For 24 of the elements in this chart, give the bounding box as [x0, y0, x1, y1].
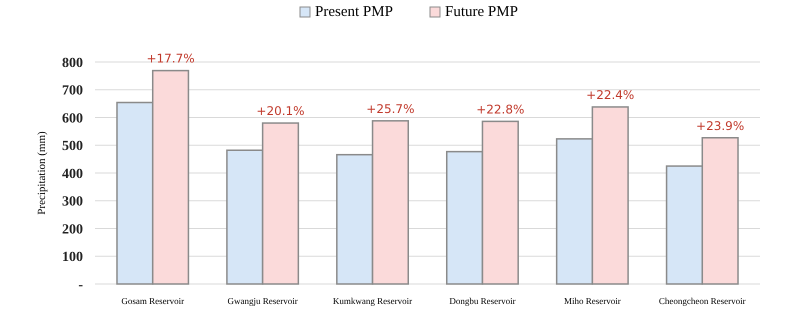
y-tick-label: 500: [62, 139, 83, 154]
x-tick-label: Gosam Reservoir: [121, 296, 184, 306]
annotation: +25.7%: [366, 102, 414, 116]
annotation: +17.7%: [146, 52, 195, 66]
y-tick-label: 600: [62, 111, 83, 126]
y-tick-label: 800: [62, 56, 83, 71]
y-tick-label: 700: [62, 84, 83, 99]
x-tick-label: Gwangju Reservoir: [228, 296, 298, 306]
y-tick-label: -: [78, 278, 84, 293]
legend-label: Future PMP: [445, 4, 518, 20]
annotation: +20.1%: [256, 104, 305, 118]
y-tick-label: 300: [62, 194, 83, 210]
y-tick-label: 100: [62, 250, 83, 266]
x-tick-label: Miho Reservoir: [564, 296, 621, 306]
y-axis-title: Precipitation (mm): [36, 130, 48, 215]
y-tick-label: 200: [62, 222, 83, 238]
legend-label: Present PMP: [315, 4, 393, 20]
annotation: +22.4%: [586, 88, 634, 102]
annotation: +23.9%: [696, 118, 744, 133]
x-tick-label: Dongbu Reservoir: [449, 296, 516, 306]
y-tick-label: 400: [62, 166, 83, 182]
annotation: +22.8%: [476, 102, 524, 116]
x-tick-label: Cheongcheon Reservoir: [658, 296, 746, 306]
x-tick-label: Kumkwang Reservoir: [332, 296, 412, 306]
